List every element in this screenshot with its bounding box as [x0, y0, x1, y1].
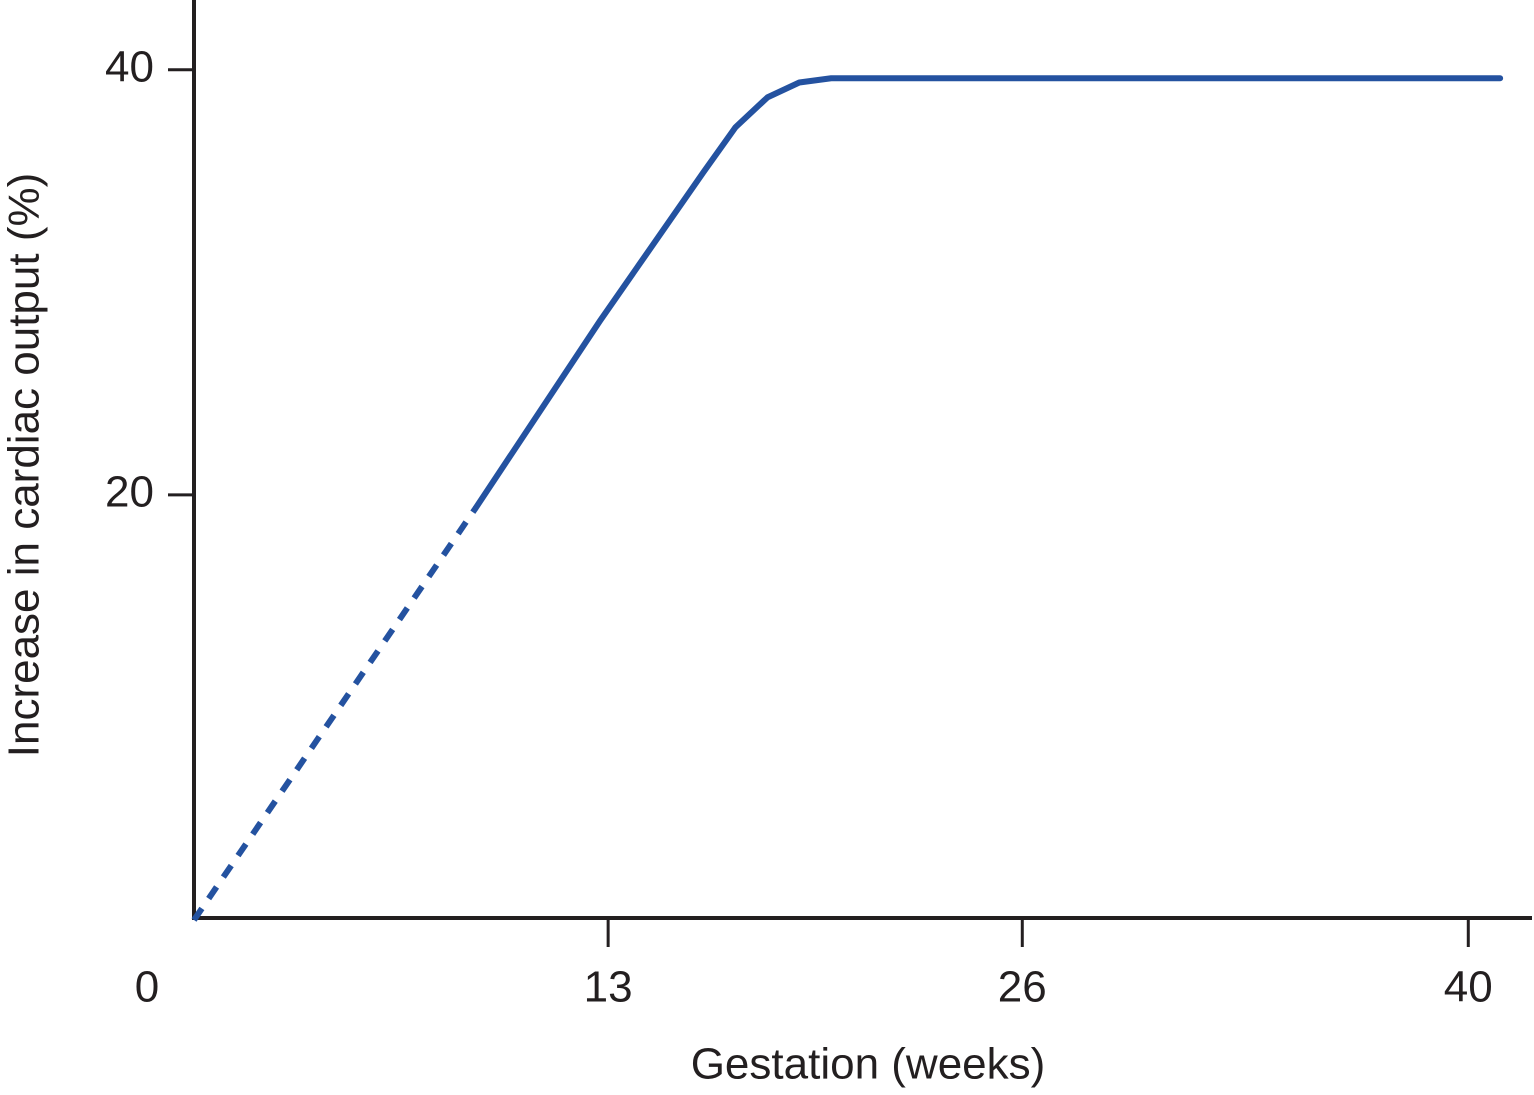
y-axis-label: Increase in cardiac output (%) [0, 173, 49, 758]
data-line [472, 75, 1504, 511]
x-tick-label: 0 [135, 963, 159, 1012]
x-tick-label: 26 [998, 963, 1047, 1012]
y-tick-label: 20 [105, 468, 154, 517]
y-tick-label: 40 [105, 42, 154, 91]
data-line [191, 505, 479, 922]
x-axis-label: Gestation (weeks) [691, 1040, 1046, 1089]
x-tick-label: 40 [1444, 963, 1493, 1012]
x-tick-label: 13 [584, 963, 633, 1012]
